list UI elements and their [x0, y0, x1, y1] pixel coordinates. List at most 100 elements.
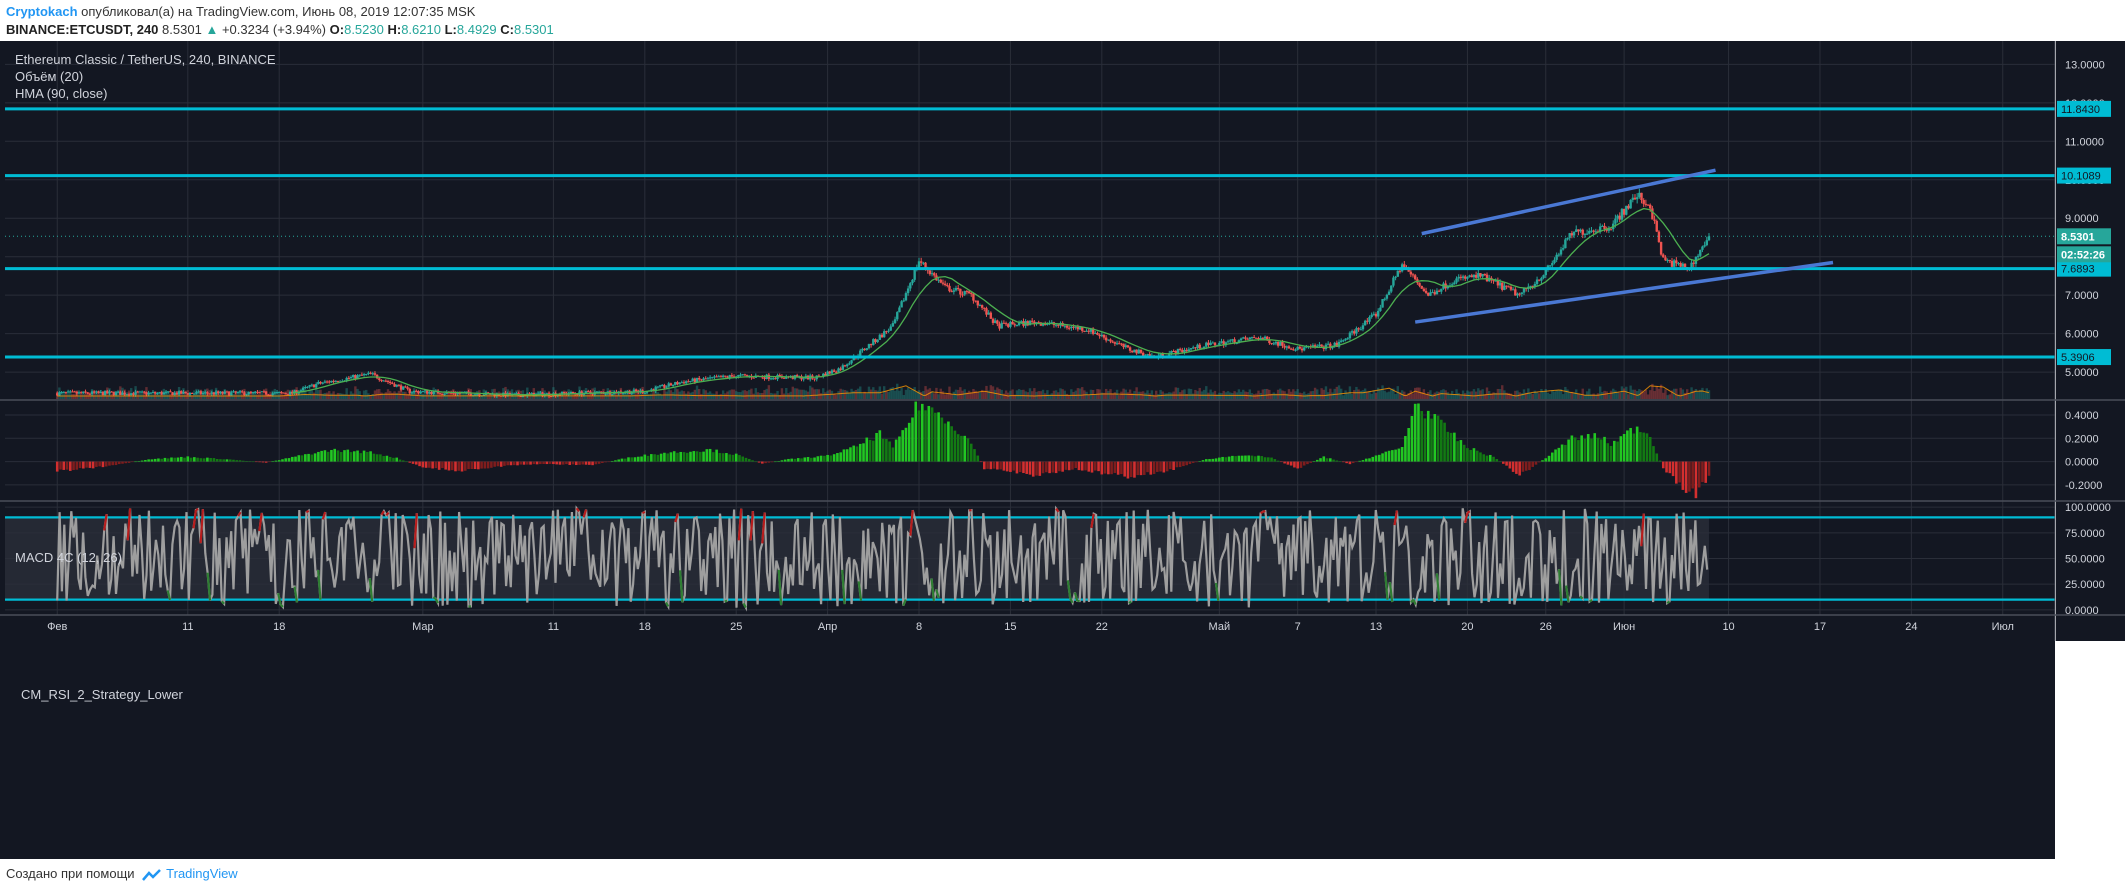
candle-body: [941, 282, 945, 284]
volume-bar: [959, 387, 962, 399]
candle-body: [127, 394, 131, 396]
footer-brand-link[interactable]: TradingView: [166, 866, 238, 881]
rsi-tick-label: 25.0000: [2065, 579, 2105, 591]
channel-lower-line[interactable]: [1414, 260, 1834, 324]
volume-bar: [1272, 392, 1275, 399]
volume-bar: [151, 394, 155, 399]
candle-body: [160, 392, 163, 395]
x-tick-label: Мар: [412, 621, 434, 633]
chart-canvas[interactable]: Фев 11 18 Мар 11 18 25 Апр 8 15 22 Май 7 13 20 26 Июн 10 1…: [0, 41, 2125, 859]
candle-body: [1603, 225, 1606, 229]
macd-bar: [261, 461, 265, 463]
candle-body: [1342, 340, 1345, 342]
macd-bar: [862, 443, 865, 462]
volume-bar: [378, 389, 381, 399]
candle-body: [848, 363, 851, 365]
candle-body: [1011, 321, 1014, 325]
macd-pane[interactable]: [55, 401, 1711, 499]
volume-bar: [1085, 391, 1088, 399]
volume-bar: [1263, 388, 1267, 399]
volume-bar: [578, 386, 581, 399]
candle-body: [835, 371, 838, 373]
volume-bar: [234, 390, 237, 399]
macd-bar: [1087, 461, 1091, 472]
candle-body: [1514, 289, 1517, 296]
author-link[interactable]: Cryptokach: [6, 4, 78, 19]
volume-bar: [384, 392, 388, 399]
macd-bar: [1397, 448, 1401, 462]
macd-bar: [1508, 461, 1512, 469]
volume-bar: [504, 386, 507, 399]
macd-bar: [809, 457, 813, 462]
volume-bar: [393, 391, 396, 399]
volume-bar: [763, 390, 766, 399]
rsi-pane[interactable]: [5, 505, 2055, 612]
volume-bar: [478, 390, 481, 399]
macd-bar: [676, 452, 679, 462]
macd-bar: [101, 461, 105, 468]
candle-body: [830, 370, 834, 374]
level-price-label: 10.1089: [2061, 171, 2101, 183]
candle-body: [909, 283, 912, 289]
macd-bar: [1400, 446, 1404, 462]
macd-bar: [356, 450, 359, 462]
candle-body: [1118, 343, 1121, 345]
macd-bar: [1201, 460, 1205, 462]
candle-body: [140, 391, 144, 393]
volume-bar: [1561, 394, 1565, 399]
macd-bar: [68, 461, 72, 471]
volume-bar: [1368, 391, 1371, 399]
volume-bar: [452, 389, 455, 399]
candle-body: [956, 287, 960, 289]
macd-bar: [62, 461, 66, 470]
candle-body: [110, 391, 113, 393]
candle-body: [595, 391, 599, 393]
macd-bar: [888, 441, 891, 462]
macd-bar: [1420, 411, 1424, 462]
volume-bar: [789, 391, 792, 399]
volume-bar: [919, 391, 923, 399]
candle-body: [1559, 249, 1563, 255]
candle-body: [402, 386, 405, 390]
rsi-overbought-segment: [749, 511, 755, 541]
volume-bar: [1516, 390, 1519, 399]
candle-body: [308, 385, 311, 387]
candle-body: [948, 285, 951, 292]
volume-bar: [1024, 391, 1027, 399]
candle-body: [772, 378, 775, 380]
channel-upper-line[interactable]: [1421, 168, 1716, 236]
candle-body: [221, 391, 224, 394]
rsi-overbought-segment: [413, 513, 418, 549]
macd-bar: [323, 450, 327, 462]
volume-bar: [362, 390, 366, 399]
volume-bar: [204, 389, 207, 399]
candle-body: [173, 392, 176, 396]
candle-body: [1503, 285, 1506, 290]
macd-bar: [659, 453, 663, 462]
volume-bar: [1479, 390, 1482, 399]
candle-body: [206, 392, 209, 394]
x-tick-label: 20: [1461, 621, 1473, 633]
price-pane[interactable]: [5, 107, 2055, 399]
candle-body: [813, 378, 816, 380]
macd-bar: [679, 451, 683, 462]
macd-bar: [82, 461, 85, 469]
volume-bar: [415, 390, 418, 399]
macd-bar: [800, 458, 803, 462]
candle-body: [71, 391, 74, 393]
volume-bar: [162, 388, 166, 399]
candle-body: [1289, 348, 1293, 350]
macd-bar: [937, 412, 940, 462]
volume-bar: [497, 391, 501, 399]
macd-bar: [1642, 432, 1645, 462]
macd-bar: [235, 460, 239, 462]
macd-bar: [222, 459, 226, 462]
volume-bar: [1390, 389, 1393, 399]
rsi-overbought-segment: [1393, 510, 1398, 526]
macd-bar: [300, 455, 304, 462]
volume-bar: [1509, 393, 1513, 399]
volume-bar: [641, 386, 644, 399]
volume-bar: [767, 385, 771, 399]
candle-body: [262, 391, 266, 393]
macd-bar: [617, 459, 620, 462]
